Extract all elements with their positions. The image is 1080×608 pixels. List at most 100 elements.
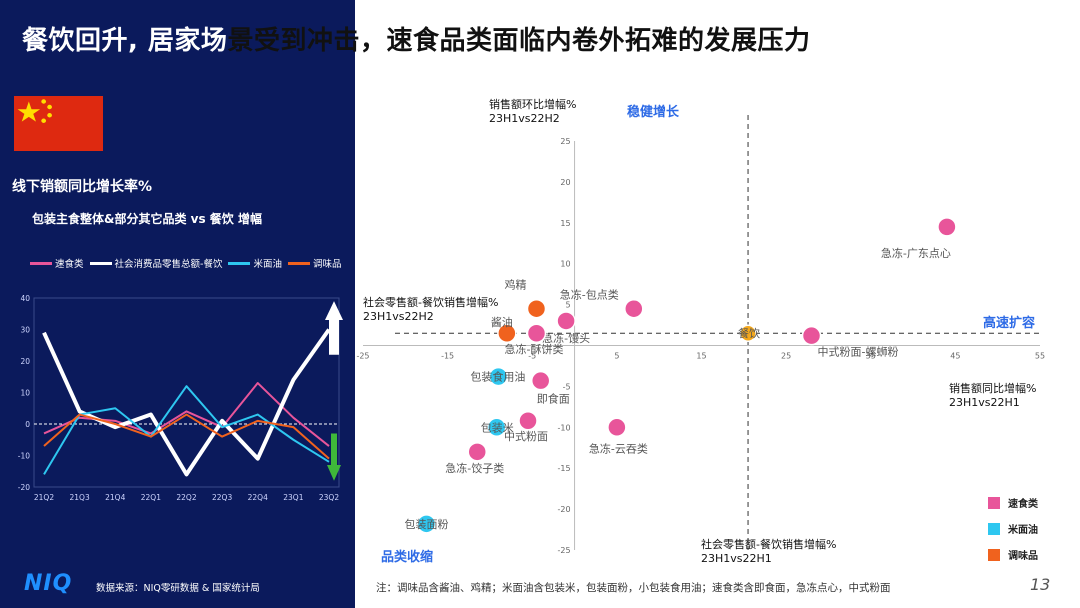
y-tick-label: 0 <box>25 420 30 429</box>
legend-line-swatch <box>89 261 112 265</box>
data-point-鸡精 <box>526 298 547 319</box>
line-chart: -20 -10 0 10 20 30 40 21Q2 21Q3 21Q4 22Q1 22Q2 22Q3 2… <box>18 294 343 502</box>
y-tick-label: -5 <box>563 382 571 391</box>
data-point-急冻-云吞类 <box>607 417 627 438</box>
x-tick-label: 25 <box>781 352 791 361</box>
point-label: 急冻-广东点心 <box>881 246 951 260</box>
x-tick-label: 45 <box>950 352 960 361</box>
data-point-中式粉面 <box>518 411 538 431</box>
y-tick-label: 30 <box>20 326 30 335</box>
source-text: 数据来源：NIQ零研数据 & 国家统计局 <box>96 583 260 594</box>
data-point-酱油 <box>497 323 517 343</box>
scatter-legend-item-1: 米面油 <box>988 521 1038 536</box>
x-axis-title: 销售额同比增幅% <box>949 381 1036 395</box>
left-chart-title: 线下销额同比增长率% <box>12 179 153 195</box>
x-tick-label: 21Q4 <box>105 493 125 502</box>
legend-label: 调味品 <box>312 259 342 270</box>
legend-label: 社会消费品零售总额-餐饮 <box>114 259 223 270</box>
point-label: 餐饮 <box>738 326 760 340</box>
data-point-包装食用油 <box>488 366 509 387</box>
series-line-调味品 <box>43 413 330 460</box>
ref-y-label-2: 23H1vs22H2 <box>363 310 434 323</box>
x-tick-label: 5 <box>614 352 619 361</box>
y-axis-title: 销售额环比增幅% <box>489 97 576 111</box>
x-axis-title-2: 23H1vs22H1 <box>949 396 1020 409</box>
quadrant-label-top: 稳健增长 <box>627 104 680 120</box>
point-label: 包装米 <box>481 421 514 434</box>
legend-line-swatch <box>228 261 251 265</box>
point-label: 急冻-云吞类 <box>589 441 648 455</box>
legend-swatch <box>988 548 1000 561</box>
x-tick-label: 22Q1 <box>141 493 161 502</box>
y-tick-label: -10 <box>557 423 570 432</box>
line-chart-legend: 速食类 社会消费品零售总额-餐饮 米面油 调味品 <box>30 256 341 270</box>
line-legend-item: 社会消费品零售总额-餐饮 <box>89 256 223 270</box>
y-tick-label: 15 <box>560 219 570 228</box>
x-tick-label: 55 <box>1035 352 1045 361</box>
series-line-米面油 <box>43 385 330 475</box>
data-point-急冻-馒头 <box>556 311 576 331</box>
y-tick-label: -20 <box>557 505 570 514</box>
y-tick-label: -15 <box>557 464 570 473</box>
legend-label: 米面油 <box>253 259 282 270</box>
line-legend-item: 米面油 <box>228 256 282 270</box>
china-flag-icon <box>14 96 103 151</box>
data-point-急冻-饺子类 <box>467 442 487 462</box>
legend-label: 速食类 <box>1008 499 1038 510</box>
data-point-餐饮 <box>739 324 757 342</box>
y-tick-label: 25 <box>560 137 570 146</box>
data-point-包装米 <box>486 417 507 438</box>
data-point-急冻-广东点心 <box>937 217 957 237</box>
point-label: 中式粉面-螺蛳粉 <box>818 346 899 359</box>
line-legend-item: 调味品 <box>287 256 342 270</box>
line-legend-item: 速食类 <box>30 256 84 270</box>
left-chart-subtitle: 包装主食整体&部分其它品类 vs 餐饮 增幅 <box>32 212 262 226</box>
point-label: 酱油 <box>491 315 513 329</box>
data-point-即食面 <box>530 370 551 391</box>
data-point-急冻-包点类 <box>624 298 644 319</box>
y-tick-label: 10 <box>560 260 570 269</box>
x-tick-label: 35 <box>866 352 876 361</box>
footnote: 注：调味品含酱油、鸡精；米面油含包装米，包装面粉，小包装食用油；速食类含即食面，… <box>376 582 891 594</box>
x-tick-label: 21Q2 <box>34 493 54 502</box>
ref-y-label: 社会零售额-餐饮销售增幅% <box>363 295 498 309</box>
legend-line-swatch <box>287 261 310 265</box>
data-point-急冻-酥饼类 <box>526 323 547 343</box>
point-label: 鸡精 <box>504 278 526 292</box>
point-label: 包装食用油 <box>470 370 525 384</box>
ref-x-label-2: 23H1vs22H1 <box>701 552 772 565</box>
y-tick-label: -20 <box>18 483 30 492</box>
x-tick-label: 15 <box>696 352 706 361</box>
up-arrow-icon <box>325 301 343 355</box>
y-tick-label: 40 <box>20 294 30 303</box>
x-tick-label: -5 <box>528 352 536 361</box>
page-title-part1: 餐饮回升, 居家场 <box>22 26 228 56</box>
page-title: 餐饮回升, 居家场景受到冲击，速食品类面临内卷外拓难的发展压力 <box>22 20 1072 57</box>
point-label: 即食面 <box>537 392 570 406</box>
ref-x-label: 社会零售额-餐饮销售增幅% <box>701 537 836 551</box>
page-title-part2: 景受到冲击，速食品类面临内卷外拓难的发展压力 <box>227 26 811 56</box>
legend-line-swatch <box>30 261 52 265</box>
point-label: 急冻-饺子类 <box>445 461 504 475</box>
data-point-中式粉面-螺蛳粉 <box>801 325 822 346</box>
x-tick-label: 21Q3 <box>70 493 90 502</box>
point-label: 急冻-酥饼类 <box>504 342 563 356</box>
y-tick-label: 5 <box>565 301 570 310</box>
x-tick-label: -15 <box>441 352 454 361</box>
legend-swatch <box>988 496 1000 509</box>
legend-label: 米面油 <box>1008 525 1038 536</box>
x-tick-label: 23Q2 <box>319 493 339 502</box>
x-tick-label: 23Q1 <box>283 493 303 502</box>
y-tick-label: -25 <box>557 546 570 555</box>
scatter-legend-item-0: 速食类 <box>988 495 1038 510</box>
x-tick-label: 22Q4 <box>248 493 268 502</box>
scatter-legend-item-2: 调味品 <box>988 547 1038 562</box>
niq-logo: NIQ <box>24 571 73 596</box>
legend-label: 速食类 <box>55 259 84 270</box>
y-tick-label: 20 <box>560 178 570 187</box>
point-label: 急冻-馒头 <box>542 331 590 345</box>
point-label: 包装面粉 <box>404 518 448 531</box>
y-tick-label: 20 <box>20 357 30 366</box>
y-tick-label: -10 <box>18 452 30 461</box>
quadrant-label-right: 高速扩容 <box>983 315 1035 331</box>
